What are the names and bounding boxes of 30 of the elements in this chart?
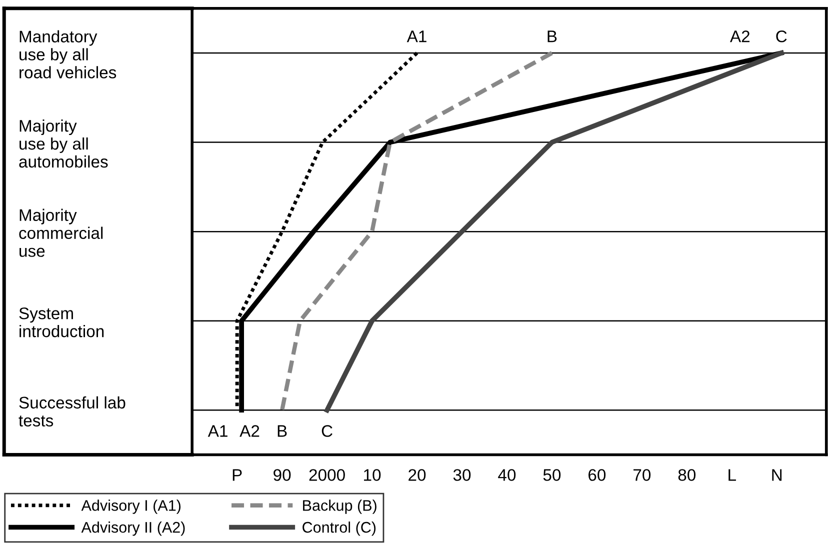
x-tick-label: P [232, 469, 242, 481]
annotation: C [776, 30, 787, 42]
x-tick-label: 40 [498, 469, 516, 481]
legend-label: Control (C) [302, 522, 376, 536]
legend-label: Backup (B) [303, 500, 376, 514]
x-tick-label: 90 [274, 469, 291, 481]
y-tick-label: System introduction [19, 307, 104, 338]
annotation: A2 [730, 30, 750, 42]
y-tick-label: Mandatory use by all road vehicles [20, 30, 116, 78]
x-tick-label: 70 [634, 469, 651, 481]
annotation: B [548, 30, 557, 42]
x-tick-label: 50 [543, 469, 561, 481]
x-tick-label: N [772, 469, 782, 481]
x-tick-label: 30 [453, 469, 471, 481]
x-tick-label: L [728, 469, 736, 481]
annotation: C [322, 425, 332, 437]
y-tick-label: Successful lab tests [18, 396, 126, 427]
legend-label: Advisory I (A1) [81, 500, 180, 514]
x-tick-label: 20 [408, 469, 426, 481]
y-tick-label: Majority commercial use [19, 208, 103, 257]
annotation: A1 [208, 425, 228, 437]
x-tick-label: 80 [678, 469, 696, 481]
annotation: B [278, 425, 287, 437]
legend-label: Advisory II (A2) [81, 522, 185, 536]
x-tick-label: 2000 [309, 469, 345, 481]
annotation: A2 [240, 425, 260, 437]
annotation: A1 [406, 30, 426, 42]
x-tick-label: 10 [364, 469, 381, 481]
y-tick-label: Majority use by all automobiles [19, 120, 108, 168]
x-tick-label: 60 [588, 469, 606, 481]
